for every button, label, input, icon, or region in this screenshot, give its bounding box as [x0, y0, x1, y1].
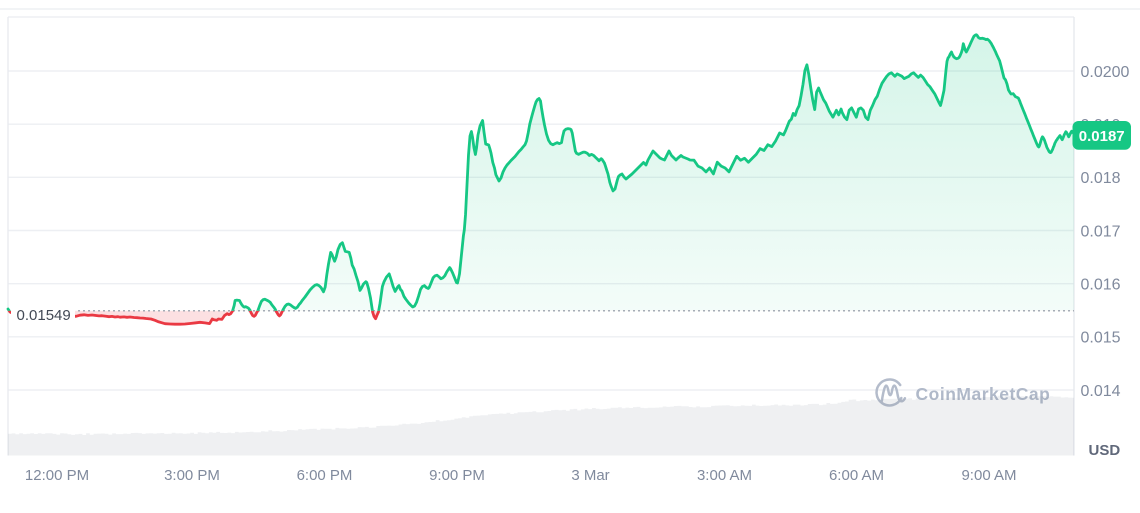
svg-text:CoinMarketCap: CoinMarketCap: [916, 384, 1051, 404]
svg-text:6:00 AM: 6:00 AM: [829, 467, 884, 484]
svg-text:0.014: 0.014: [1081, 383, 1121, 400]
svg-text:0.0187: 0.0187: [1079, 128, 1125, 145]
svg-text:0.015: 0.015: [1081, 330, 1121, 347]
svg-text:0.0200: 0.0200: [1081, 64, 1130, 81]
svg-text:0.017: 0.017: [1081, 223, 1121, 240]
svg-text:0.018: 0.018: [1081, 170, 1121, 187]
svg-text:9:00 AM: 9:00 AM: [961, 467, 1016, 484]
svg-text:0.016: 0.016: [1081, 277, 1121, 294]
svg-text:12:00 PM: 12:00 PM: [25, 467, 89, 484]
svg-text:3:00 AM: 3:00 AM: [697, 467, 752, 484]
svg-text:3 Mar: 3 Mar: [571, 467, 609, 484]
svg-text:USD: USD: [1089, 442, 1121, 459]
svg-text:6:00 PM: 6:00 PM: [297, 467, 353, 484]
svg-text:3:00 PM: 3:00 PM: [164, 467, 220, 484]
svg-text:9:00 PM: 9:00 PM: [429, 467, 485, 484]
svg-text:0.01549: 0.01549: [17, 307, 71, 324]
